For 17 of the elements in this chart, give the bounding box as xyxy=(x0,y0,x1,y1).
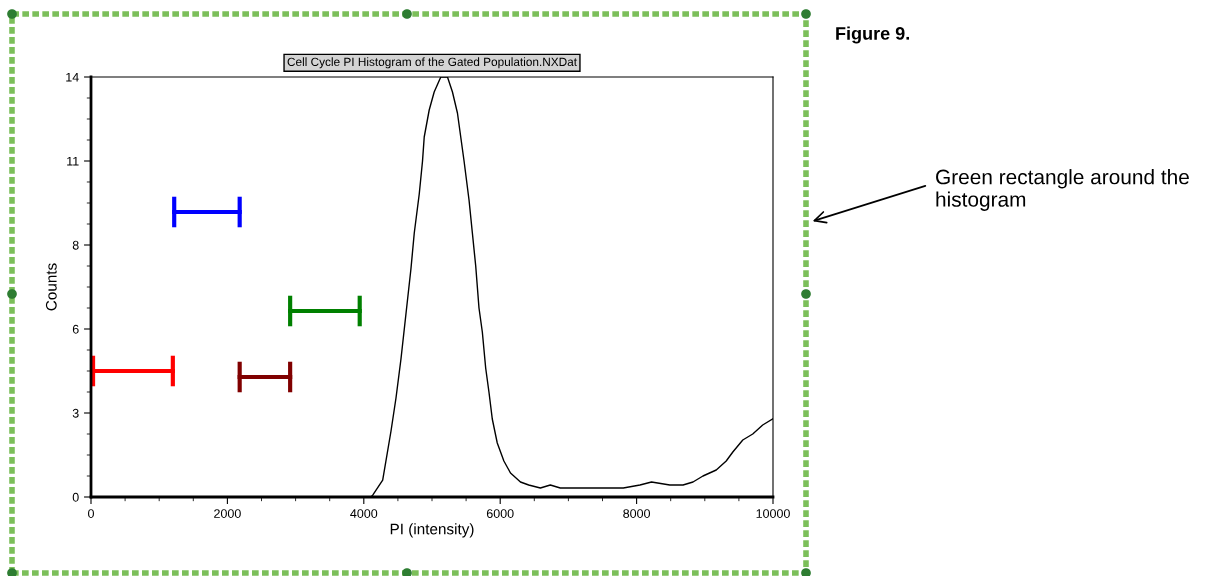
x-tick-label: 8000 xyxy=(623,509,651,518)
y-tick-label: 0 xyxy=(72,492,79,502)
y-axis-title: Counts xyxy=(45,263,57,311)
text: Green rectangle around the histogram xyxy=(936,169,1189,211)
chart-title: Cell Cycle PI Histogram of the Gated Population.NXDat xyxy=(287,57,577,69)
x-axis-title: PI (intensity) xyxy=(390,523,474,538)
y-tick-label: 6 xyxy=(72,324,79,334)
caption: Figure 9. xyxy=(836,26,909,44)
y-tick-label: 8 xyxy=(72,240,79,250)
y-tick-label: 14 xyxy=(66,72,79,82)
x-tick-label: 2000 xyxy=(214,509,241,518)
x-tick-label: 10000 xyxy=(756,509,790,518)
x-tick-label: 0 xyxy=(88,509,94,518)
y-tick-label: 3 xyxy=(72,408,79,418)
x-tick-label: 6000 xyxy=(486,509,514,518)
y-tick-label: 11 xyxy=(67,156,79,166)
x-tick-label: 4000 xyxy=(350,509,378,518)
